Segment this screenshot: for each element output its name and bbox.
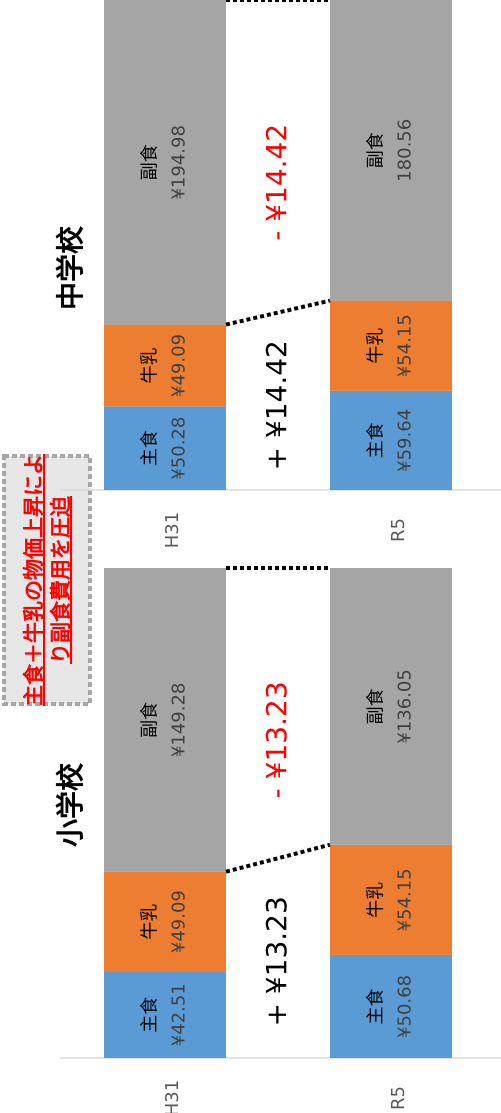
category-tick-label: H31: [162, 1080, 183, 1113]
bar-segment: [104, 406, 226, 490]
connector-line: [225, 842, 331, 874]
bar-segment: [330, 0, 452, 301]
data-label: ¥54.15: [395, 314, 416, 377]
callout-box: [2, 454, 92, 706]
data-label: ¥59.64: [395, 409, 416, 472]
segment-name-label: 牛乳: [139, 904, 160, 940]
segment-name-label: 副食: [139, 702, 160, 738]
bar-segment: [330, 300, 452, 391]
bar-segment: [104, 324, 226, 407]
segment-name-label: 主食: [365, 422, 386, 458]
callout-line-1: 主食＋牛乳の物価上昇によ: [22, 454, 46, 706]
bar-segment: [104, 568, 226, 872]
chart-title: 中学校: [54, 225, 87, 310]
bar-segment: [330, 954, 452, 1058]
segment-name-label: 副食: [365, 132, 386, 168]
increase-annotation: + ¥14.42: [260, 340, 293, 470]
increase-annotation: + ¥13.23: [260, 896, 293, 1026]
segment-name-label: 主食: [139, 997, 160, 1033]
data-label: ¥149.28: [169, 683, 190, 757]
segment-name-label: 副食: [365, 688, 386, 724]
bar-segment: [104, 871, 226, 972]
segment-name-label: 牛乳: [365, 882, 386, 918]
data-label: ¥50.28: [169, 417, 190, 480]
category-tick-label: H31: [162, 512, 183, 548]
data-label: ¥54.15: [395, 868, 416, 931]
callout-line-2: り副食費用を圧迫: [49, 495, 73, 664]
bar-segment: [330, 568, 452, 845]
callout: 主食＋牛乳の物価上昇によ り副食費用を圧迫: [2, 454, 92, 706]
decrease-annotation: - ¥13.23: [260, 681, 293, 798]
segment-name-label: 牛乳: [139, 347, 160, 383]
data-label: ¥49.09: [169, 334, 190, 397]
data-label: ¥49.09: [169, 890, 190, 953]
bar-segment: [104, 0, 226, 325]
data-label: ¥194.98: [169, 125, 190, 199]
segment-name-label: 牛乳: [365, 328, 386, 364]
data-label: ¥136.05: [395, 669, 416, 743]
bar-segment: [104, 971, 226, 1058]
segment-name-label: 副食: [139, 144, 160, 180]
category-tick-label: R5: [388, 518, 409, 542]
segment-name-label: 主食: [139, 430, 160, 466]
connector-line: [225, 298, 331, 327]
chart-title: 小学校: [54, 762, 87, 847]
category-tick-label: R5: [388, 1086, 409, 1110]
decrease-annotation: - ¥14.42: [260, 124, 293, 241]
data-label: 180.56: [395, 119, 416, 182]
data-label: ¥42.51: [169, 983, 190, 1046]
bar-segment: [330, 390, 452, 490]
segment-name-label: 主食: [365, 988, 386, 1024]
data-label: ¥50.68: [395, 975, 416, 1038]
bar-segment: [330, 844, 452, 955]
